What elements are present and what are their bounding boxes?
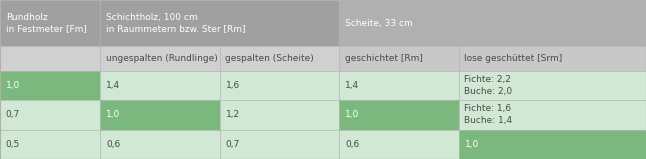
Bar xyxy=(220,71,339,100)
Bar xyxy=(0,0,100,46)
Text: gespalten (Scheite): gespalten (Scheite) xyxy=(225,54,314,63)
Text: 1,0: 1,0 xyxy=(345,110,359,119)
Text: Fichte: 1,6
Buche: 1,4: Fichte: 1,6 Buche: 1,4 xyxy=(464,104,512,125)
Bar xyxy=(459,100,646,130)
Text: 1,4: 1,4 xyxy=(345,81,359,90)
Bar xyxy=(100,0,339,46)
Text: Fichte: 2,2
Buche: 2,0: Fichte: 2,2 Buche: 2,0 xyxy=(464,75,512,96)
Text: lose geschüttet [Srm]: lose geschüttet [Srm] xyxy=(464,54,563,63)
Bar xyxy=(100,46,220,71)
Bar xyxy=(100,71,220,100)
Text: ungespalten (Rundlinge): ungespalten (Rundlinge) xyxy=(106,54,218,63)
Text: 1,0: 1,0 xyxy=(106,110,120,119)
Text: 0,6: 0,6 xyxy=(345,140,359,149)
Text: geschichtet [Rm]: geschichtet [Rm] xyxy=(345,54,423,63)
Text: Schichtholz, 100 cm
in Raummetern bzw. Ster [Rm]: Schichtholz, 100 cm in Raummetern bzw. S… xyxy=(106,13,245,33)
Text: 1,0: 1,0 xyxy=(6,81,20,90)
Bar xyxy=(100,100,220,130)
Text: 0,6: 0,6 xyxy=(106,140,120,149)
Text: 0,7: 0,7 xyxy=(6,110,20,119)
Bar xyxy=(220,130,339,159)
Bar xyxy=(220,100,339,130)
Text: Rundholz
in Festmeter [Fm]: Rundholz in Festmeter [Fm] xyxy=(6,13,87,33)
Bar xyxy=(339,46,459,71)
Bar xyxy=(339,100,459,130)
Text: 0,5: 0,5 xyxy=(6,140,20,149)
Bar xyxy=(459,71,646,100)
Bar xyxy=(339,0,646,46)
Text: 0,7: 0,7 xyxy=(225,140,240,149)
Bar xyxy=(100,130,220,159)
Bar xyxy=(0,71,100,100)
Bar xyxy=(459,130,646,159)
Text: 1,2: 1,2 xyxy=(225,110,240,119)
Bar xyxy=(339,71,459,100)
Text: 1,4: 1,4 xyxy=(106,81,120,90)
Text: 1,0: 1,0 xyxy=(464,140,479,149)
Bar xyxy=(0,130,100,159)
Text: 1,6: 1,6 xyxy=(225,81,240,90)
Bar xyxy=(0,100,100,130)
Bar xyxy=(220,46,339,71)
Bar xyxy=(459,46,646,71)
Text: Scheite, 33 cm: Scheite, 33 cm xyxy=(345,19,413,28)
Bar xyxy=(339,130,459,159)
Bar xyxy=(0,46,100,71)
